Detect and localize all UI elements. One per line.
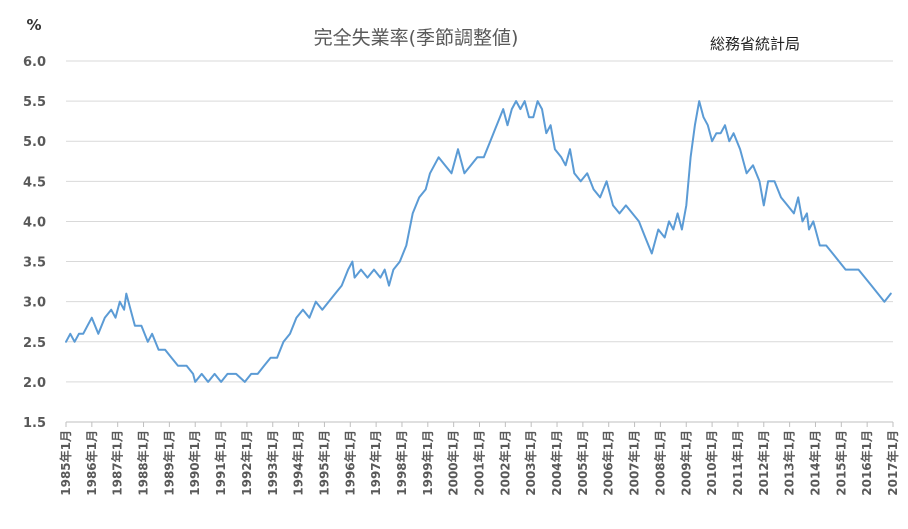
x-tick-label: 1998年1月 <box>394 430 409 496</box>
x-tick-label: 2006年1月 <box>601 430 616 496</box>
y-unit-label: % <box>26 16 41 34</box>
x-tick-label: 1986年1月 <box>84 430 99 496</box>
series-layer <box>65 100 892 383</box>
y-tick-label: 4.0 <box>23 215 46 230</box>
x-tick-label: 2008年1月 <box>652 430 667 496</box>
x-tick-label: 1985年1月 <box>58 430 73 496</box>
source-label: 総務省統計局 <box>710 35 800 53</box>
y-tick-label: 2.5 <box>23 336 46 351</box>
x-tick-label: 2015年1月 <box>833 430 848 496</box>
x-tick-label: 1997年1月 <box>368 430 383 496</box>
x-tick-label: 1987年1月 <box>110 430 125 496</box>
x-tick-label: 2002年1月 <box>497 430 512 496</box>
x-tick-label: 2003年1月 <box>523 430 538 496</box>
x-tick-label: 2007年1月 <box>627 430 642 496</box>
x-axis-tick-labels: 1985年1月 1986年1月 1987年1月 1988年1月 1989年1月 1990年… <box>58 430 900 496</box>
x-tick-label: 1992年1月 <box>239 430 254 496</box>
x-tick-label: 2013年1月 <box>782 430 797 496</box>
x-tick-label: 1991年1月 <box>213 430 228 496</box>
x-tick-label: 2005年1月 <box>575 430 590 496</box>
x-tick-label: 1995年1月 <box>316 430 331 496</box>
y-tick-label: 3.0 <box>23 296 46 311</box>
chart-title: 完全失業率(季節調整値) <box>314 27 519 49</box>
y-tick-label: 1.5 <box>23 416 46 431</box>
x-tick-label: 2016年1月 <box>859 430 874 496</box>
y-axis-tick-labels: 1.5 2.0 2.5 3.0 3.5 4.0 4.5 5.0 5.5 6.0 <box>23 55 46 431</box>
x-tick-label: 1994年1月 <box>291 430 306 496</box>
x-tick-label: 2010年1月 <box>704 430 719 496</box>
x-tick-label: 2001年1月 <box>472 430 487 496</box>
x-tick-label: 2012年1月 <box>756 430 771 496</box>
series-line-unemployment-rate <box>65 100 892 383</box>
x-tick-label: 1990年1月 <box>187 430 202 496</box>
y-tick-label: 6.0 <box>23 55 46 70</box>
x-tick-label: 2014年1月 <box>807 430 822 496</box>
y-tick-label: 3.5 <box>23 256 46 271</box>
y-tick-label: 2.0 <box>23 376 46 391</box>
x-tick-label: 2011年1月 <box>730 430 745 496</box>
y-tick-label: 5.0 <box>23 135 46 150</box>
x-tick-label: 1988年1月 <box>136 430 151 496</box>
y-tick-label: 4.5 <box>23 175 46 190</box>
x-tick-label: 1989年1月 <box>161 430 176 496</box>
x-tick-label: 1999年1月 <box>420 430 435 496</box>
y-tick-label: 5.5 <box>23 95 46 110</box>
x-tick-label: 2004年1月 <box>549 430 564 496</box>
x-tick-label: 2000年1月 <box>446 430 461 496</box>
x-axis <box>65 421 894 427</box>
x-tick-label: 1993年1月 <box>265 430 280 496</box>
x-tick-label: 2017年1月 <box>885 430 900 496</box>
grid-lines <box>66 60 893 423</box>
x-tick-label: 1996年1月 <box>342 430 357 496</box>
x-tick-label: 2009年1月 <box>678 430 693 496</box>
